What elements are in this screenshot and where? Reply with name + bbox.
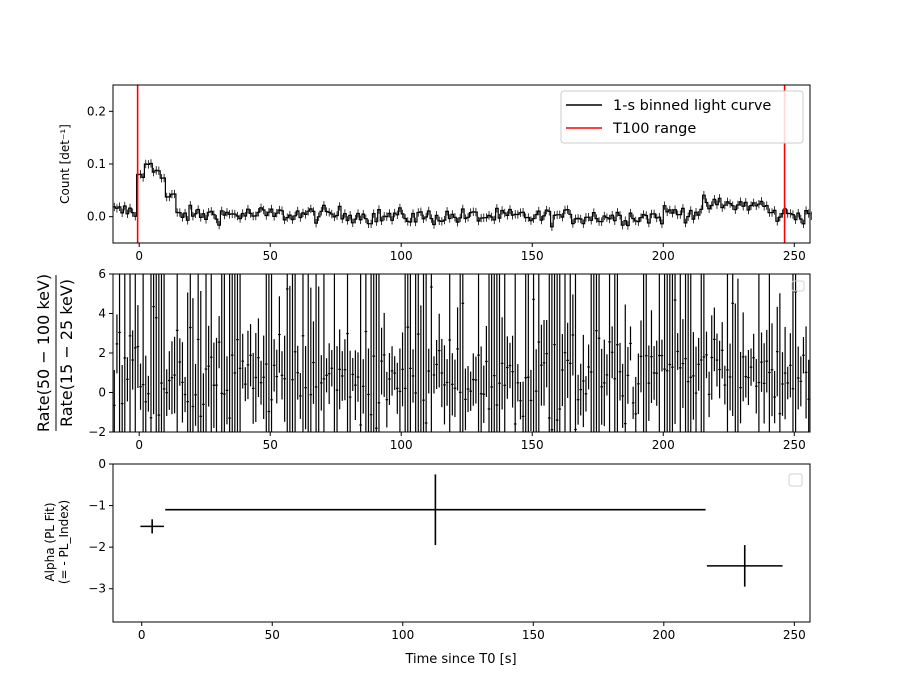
hardness-ratio-ticks: 0 50 100 150 200 250 −2 0 2 4 6 [88, 267, 805, 452]
y-tick-label: 0 [98, 386, 106, 400]
x-tick-label: 250 [783, 628, 806, 642]
alpha-empty-legend [788, 473, 803, 487]
hardness-ratio-label-denominator: Rate(15 − 25 keV) [57, 279, 76, 427]
y-tick-label: 0.1 [87, 157, 106, 171]
y-tick-label: 0.2 [87, 104, 106, 118]
y-tick-label: 6 [98, 267, 106, 281]
x-tick-label: 200 [652, 628, 675, 642]
x-tick-label: 50 [265, 628, 280, 642]
x-tick-label: 150 [522, 628, 545, 642]
light-curve-plot-area [113, 85, 812, 243]
x-tick-label: 100 [390, 438, 413, 452]
y-tick-label: −3 [88, 582, 106, 596]
y-tick-label: −2 [88, 425, 106, 439]
alpha-panel: 0 50 100 150 200 250 0 −1 −2 −3 Alpha (PL Fit) (=… [43, 457, 811, 667]
x-tick-label: 150 [521, 249, 544, 263]
hardness-ratio-label-numerator: Rate(50 − 100 keV) [34, 274, 53, 432]
y-tick-label: 2 [98, 346, 106, 360]
light-curve-series-line [113, 162, 811, 228]
light-curve-panel: 0 50 100 150 200 250 0.0 0.1 0.2 Count [det⁻¹] 1… [58, 84, 812, 263]
x-tick-label: 250 [783, 249, 806, 263]
hardness-ratio-panel: 0 50 100 150 200 250 −2 0 2 4 6 Rate(50 − 100 keV)… [34, 267, 811, 452]
alpha-plot-area [140, 474, 783, 587]
light-curve-legend: 1-s binned light curve T100 range [560, 90, 804, 144]
x-tick-label: 200 [652, 438, 675, 452]
x-tick-label: 250 [783, 438, 806, 452]
y-tick-label: 4 [98, 307, 106, 321]
x-tick-label: 0 [138, 628, 146, 642]
legend-entry-light-curve: 1-s binned light curve [613, 98, 771, 114]
alpha-label-line1: Alpha (PL Fit) [43, 502, 57, 581]
alpha-label-line2: (= - PL_Index) [57, 500, 71, 584]
alpha-axes-frame [112, 463, 811, 623]
x-tick-label: 0 [135, 438, 143, 452]
y-tick-label: −1 [88, 499, 106, 513]
legend-entry-t100: T100 range [612, 121, 696, 137]
x-tick-label: 200 [652, 249, 675, 263]
y-tick-label: 0 [98, 457, 106, 471]
y-tick-label: 0.0 [87, 210, 106, 224]
x-tick-label: 50 [263, 249, 278, 263]
alpha-y-axis-label: Alpha (PL Fit) (= - PL_Index) [43, 500, 71, 584]
x-tick-label: 100 [390, 249, 413, 263]
x-tick-label: 0 [135, 249, 143, 263]
hardness-ratio-plot-area [113, 274, 810, 432]
legend-box [560, 90, 804, 144]
y-tick-label: −2 [88, 540, 106, 554]
x-tick-label: 50 [263, 438, 278, 452]
hardness-ratio-axes-frame [112, 273, 811, 433]
hardness-ratio-empty-legend [791, 280, 805, 292]
x-tick-label: 150 [521, 438, 544, 452]
x-tick-label: 100 [391, 628, 414, 642]
light-curve-y-axis-label: Count [det⁻¹] [58, 124, 72, 204]
hardness-ratio-y-axis-label: Rate(50 − 100 keV) Rate(15 − 25 keV) [34, 274, 76, 432]
x-axis-label: Time since T0 [s] [404, 652, 516, 667]
alpha-ticks: 0 50 100 150 200 250 0 −1 −2 −3 [88, 457, 805, 642]
light-curve-ticks: 0 50 100 150 200 250 0.0 0.1 0.2 [87, 104, 806, 263]
